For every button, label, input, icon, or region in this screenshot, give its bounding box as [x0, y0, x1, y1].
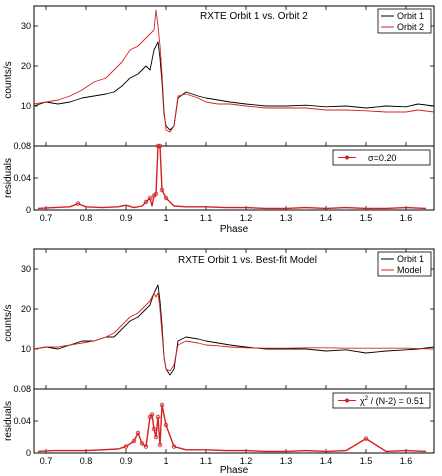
- bottom-chi-legend-label: χ2 / (N-2) = 0.51: [360, 396, 424, 406]
- bottom-chi-legend-box: [332, 392, 431, 409]
- top-lower-xtick-label-1: 0.8: [80, 213, 93, 223]
- top-lower-xtick-label-6: 1.3: [280, 213, 293, 223]
- top-phase-axis-label: Phase: [220, 224, 249, 235]
- bottom-lower-series-0-point-8: [135, 430, 141, 436]
- bottom-lower-series-0-point-17: [159, 402, 165, 408]
- bottom-lower-series-0-point-6: [123, 444, 129, 449]
- top-upper-plot-frame: [33, 5, 435, 147]
- bottom-upper-ytick-label-0: 10: [21, 344, 31, 354]
- top-lower-series-0-point-11: [147, 195, 153, 201]
- bottom-lower-ytick-label-2: 0.08: [13, 384, 31, 394]
- top-legend-orbit1-label: Orbit 1: [397, 11, 424, 21]
- bottom-lower-ytick-label-1: 0.04: [13, 416, 31, 426]
- bottom-residuals-axis-label: residuals: [3, 401, 14, 441]
- top-lower-legend: σ=0.20: [332, 149, 431, 166]
- sigma-symbol: σ: [368, 153, 374, 163]
- top-lower-series-0-point-17: [159, 187, 165, 193]
- top-counts-axis-label: counts/s: [3, 61, 14, 98]
- bottom-chart-title: RXTE Orbit 1 vs. Best-fit Model: [178, 255, 317, 266]
- top-lower-xtick-label-7: 1.4: [320, 213, 333, 223]
- top-lower-ytick-label-1: 0.04: [13, 173, 31, 183]
- top-lower-series: [37, 143, 427, 210]
- top-upper-ytick-label-2: 30: [21, 21, 31, 31]
- bottom-upper-y-ticks: 10 20 30: [21, 249, 434, 389]
- bottom-lower-xtick-label-6: 1.3: [280, 456, 293, 466]
- bottom-lower-xtick-label-8: 1.5: [360, 456, 373, 466]
- top-lower-series-0-point-10: [143, 199, 149, 205]
- bottom-lower-series-0-point-14: [153, 434, 159, 440]
- top-upper-ytick-label-1: 20: [21, 61, 31, 71]
- top-lower-xtick-label-5: 1.2: [240, 213, 253, 223]
- bottom-legend-model-label: Model: [397, 265, 422, 275]
- top-lower-ytick-label-2: 0.08: [13, 141, 31, 151]
- top-lower-series-0-point-14: [153, 191, 159, 197]
- bottom-lower-series-0-point-9: [139, 441, 145, 446]
- top-upper-series-1-line: [33, 9, 435, 133]
- bottom-phase-axis-label: Phase: [220, 465, 249, 476]
- bottom-lower-series-0-line: [37, 404, 427, 453]
- sigma-value: =0.20: [374, 153, 397, 163]
- bottom-upper-series-1-line: [33, 292, 435, 372]
- bottom-lower-xtick-label-0: 0.7: [40, 456, 53, 466]
- bottom-lower-series-0-point-13: [151, 426, 157, 432]
- top-sigma-legend-label: σ=0.20: [368, 153, 396, 163]
- bottom-lower-series-0-point-12: [149, 412, 155, 417]
- top-lower-series-0-point-16: [157, 143, 163, 149]
- bottom-legend-box: [377, 251, 432, 277]
- bottom-lower-xtick-label-2: 0.9: [120, 456, 133, 466]
- top-upper-ytick-label-0: 10: [21, 101, 31, 111]
- bottom-upper-ytick-label-2: 30: [21, 264, 31, 274]
- chi-superscript: 2: [365, 396, 369, 402]
- bottom-lower-series-0-point-7: [131, 438, 137, 444]
- bottom-upper-series-0-line: [33, 284, 435, 376]
- top-lower-xtick-label-2: 0.9: [120, 213, 133, 223]
- bottom-lower-series-0-point-18: [163, 422, 169, 428]
- bottom-lower-series-0-point-19: [171, 444, 177, 449]
- bottom-lower-legend: χ2 / (N-2) = 0.51: [332, 392, 431, 409]
- chi-suffix: / (N-2) = 0.51: [368, 396, 424, 406]
- chi-symbol: χ: [360, 396, 365, 406]
- bottom-lower-series-0-point-29: [363, 436, 369, 441]
- bottom-upper-legend: Orbit 1 Model: [377, 251, 432, 277]
- top-chart-title: RXTE Orbit 1 vs. Orbit 2: [200, 11, 308, 22]
- bottom-chi-legend-marker: [345, 398, 349, 403]
- bottom-lower-series-0-point-16: [157, 442, 163, 448]
- top-lower-xtick-label-0: 0.7: [40, 213, 53, 223]
- top-legend-orbit2-label: Orbit 2: [397, 22, 424, 32]
- top-residuals-axis-label: residuals: [3, 158, 14, 198]
- top-lower-xtick-label-3: 1: [163, 213, 168, 223]
- top-upper-series-0-line: [33, 41, 435, 131]
- bottom-legend-orbit1-label: Orbit 1: [397, 254, 424, 264]
- bottom-lower-xtick-label-1: 0.8: [80, 456, 93, 466]
- bottom-upper-series: [33, 284, 435, 376]
- top-upper-y-ticks: 10 20 30: [21, 6, 434, 146]
- bottom-lower-series: [37, 402, 427, 453]
- bottom-upper-ytick-label-1: 20: [21, 304, 31, 314]
- bottom-upper-plot-frame: [33, 248, 435, 390]
- top-lower-series-0-point-3: [75, 201, 81, 206]
- top-legend-box: [377, 8, 432, 34]
- top-lower-series-0-point-18: [163, 195, 169, 201]
- top-lower-ytick-label-0: 0: [26, 205, 31, 215]
- bottom-counts-axis-label: counts/s: [3, 304, 14, 341]
- top-upper-series: [33, 9, 435, 133]
- top-sigma-legend-box: [332, 149, 431, 166]
- bottom-lower-xtick-label-3: 1: [163, 456, 168, 466]
- top-lower-xtick-label-8: 1.5: [360, 213, 373, 223]
- bottom-lower-series-0-point-15: [155, 414, 161, 420]
- top-lower-xtick-label-4: 1.1: [200, 213, 213, 223]
- bottom-lower-xtick-label-4: 1.1: [200, 456, 213, 466]
- bottom-lower-ytick-label-0: 0: [26, 448, 31, 458]
- top-lower-xtick-label-9: 1.6: [400, 213, 413, 223]
- top-lower-ticks: 0 0.04 0.08 0.7 0.8 0.9 1 1.1 1.2 1.3 1.4 1.5 1.6: [13, 141, 434, 223]
- top-upper-legend: Orbit 1 Orbit 2: [377, 8, 432, 34]
- bottom-lower-xtick-label-5: 1.2: [240, 456, 253, 466]
- bottom-lower-series-0-point-10: [143, 444, 149, 449]
- top-sigma-legend-marker: [345, 155, 349, 160]
- bottom-lower-xtick-label-7: 1.4: [320, 456, 333, 466]
- top-lower-series-0-point-15: [155, 143, 161, 149]
- bottom-lower-xtick-label-9: 1.6: [400, 456, 413, 466]
